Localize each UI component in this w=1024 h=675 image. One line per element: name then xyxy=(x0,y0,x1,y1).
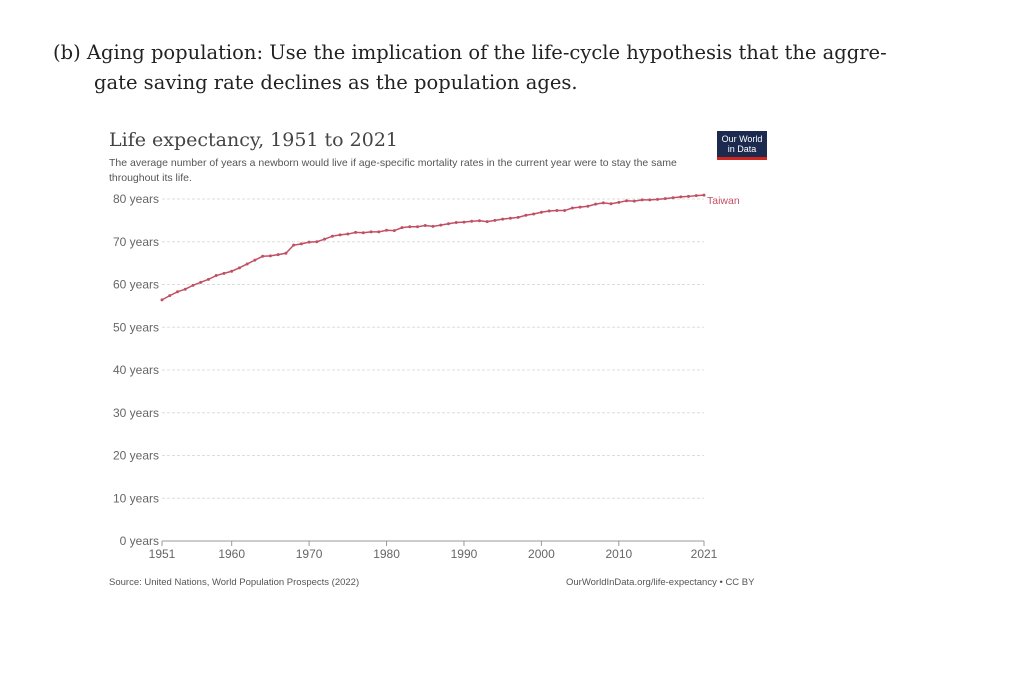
data-point xyxy=(656,197,660,201)
question-label: (b) xyxy=(53,41,81,64)
data-point xyxy=(632,199,636,203)
data-point xyxy=(268,254,272,258)
y-tick-label: 0 years xyxy=(120,534,159,548)
data-point xyxy=(454,221,458,225)
y-tick-label: 20 years xyxy=(113,449,159,463)
data-point xyxy=(687,194,691,198)
y-tick-label: 40 years xyxy=(113,363,159,377)
data-point xyxy=(276,253,280,257)
data-point xyxy=(563,209,567,213)
data-point xyxy=(446,222,450,226)
data-point xyxy=(586,204,590,208)
data-point xyxy=(315,240,319,244)
data-point xyxy=(261,254,265,258)
x-tick-label: 2021 xyxy=(691,547,718,561)
data-point xyxy=(206,277,210,281)
x-tick-label: 1951 xyxy=(149,547,176,561)
data-point xyxy=(524,213,528,217)
data-point xyxy=(253,258,257,262)
data-point xyxy=(485,220,489,224)
y-tick-label: 60 years xyxy=(113,278,159,292)
data-point xyxy=(214,274,218,278)
data-point xyxy=(617,200,621,204)
data-point xyxy=(299,242,303,246)
data-point xyxy=(679,195,683,199)
chart-subtitle: The average number of years a newborn wo… xyxy=(109,157,677,184)
question-line-2: gate saving rate declines as the populat… xyxy=(94,71,578,94)
data-point xyxy=(292,243,296,247)
owid-logo[interactable]: Our World in Data xyxy=(717,131,767,160)
x-tick-label: 1960 xyxy=(218,547,245,561)
data-point xyxy=(245,262,249,266)
data-point xyxy=(377,230,381,234)
data-point xyxy=(416,225,420,229)
x-tick-label: 1990 xyxy=(451,547,478,561)
y-tick-label: 70 years xyxy=(113,235,159,249)
data-point xyxy=(477,219,481,223)
data-point xyxy=(284,251,288,255)
x-tick-label: 2010 xyxy=(605,547,632,561)
data-point xyxy=(361,231,365,235)
x-tick-label: 1970 xyxy=(296,547,323,561)
data-point xyxy=(625,199,629,203)
data-point xyxy=(199,280,203,284)
data-point xyxy=(183,287,187,291)
data-point xyxy=(547,209,551,213)
chart-source: Source: United Nations, World Population… xyxy=(109,577,360,588)
data-point xyxy=(640,198,644,202)
data-point xyxy=(346,232,350,236)
data-point xyxy=(601,201,605,205)
data-point xyxy=(230,269,234,273)
chart-title: Life expectancy, 1951 to 2021 xyxy=(109,129,399,151)
question-text: (b) Aging population: Use the implicatio… xyxy=(53,38,953,98)
data-point xyxy=(493,218,497,222)
data-point xyxy=(354,230,358,234)
data-point xyxy=(191,283,195,287)
data-point xyxy=(160,298,164,302)
data-point xyxy=(671,196,675,200)
data-point xyxy=(408,225,412,229)
y-tick-label: 80 years xyxy=(113,192,159,206)
data-point xyxy=(594,202,598,206)
data-point xyxy=(400,226,404,230)
x-tick-label: 2000 xyxy=(528,547,555,561)
data-point xyxy=(338,233,342,237)
y-tick-label: 10 years xyxy=(113,491,159,505)
data-point xyxy=(609,202,613,206)
data-point xyxy=(369,230,373,234)
x-tick-label: 1980 xyxy=(373,547,400,561)
data-point xyxy=(516,215,520,219)
data-point xyxy=(431,224,435,228)
data-point xyxy=(539,210,543,214)
y-tick-label: 50 years xyxy=(113,320,159,334)
data-point xyxy=(462,220,466,224)
data-point xyxy=(555,209,559,213)
data-point xyxy=(508,216,512,220)
question-line-1: Aging population: Use the implication of… xyxy=(86,41,887,64)
data-point xyxy=(648,198,652,202)
data-point xyxy=(307,240,311,244)
data-point xyxy=(470,219,474,223)
data-point xyxy=(330,234,334,238)
data-point xyxy=(694,194,698,198)
data-point xyxy=(385,228,389,232)
data-point xyxy=(578,205,582,209)
data-point xyxy=(439,223,443,227)
data-point xyxy=(323,237,327,241)
series-label: Taiwan xyxy=(707,195,740,207)
data-point xyxy=(702,193,706,197)
data-point xyxy=(222,271,226,275)
data-point xyxy=(570,206,574,210)
y-tick-label: 30 years xyxy=(113,406,159,420)
data-point xyxy=(501,217,505,221)
data-point xyxy=(237,266,241,270)
data-point xyxy=(392,229,396,233)
chart-url[interactable]: OurWorldInData.org/life-expectancy • CC … xyxy=(566,577,755,588)
data-point xyxy=(663,197,667,201)
data-point xyxy=(168,294,172,298)
data-point xyxy=(532,212,536,216)
data-point xyxy=(423,224,427,228)
data-point xyxy=(175,290,179,294)
